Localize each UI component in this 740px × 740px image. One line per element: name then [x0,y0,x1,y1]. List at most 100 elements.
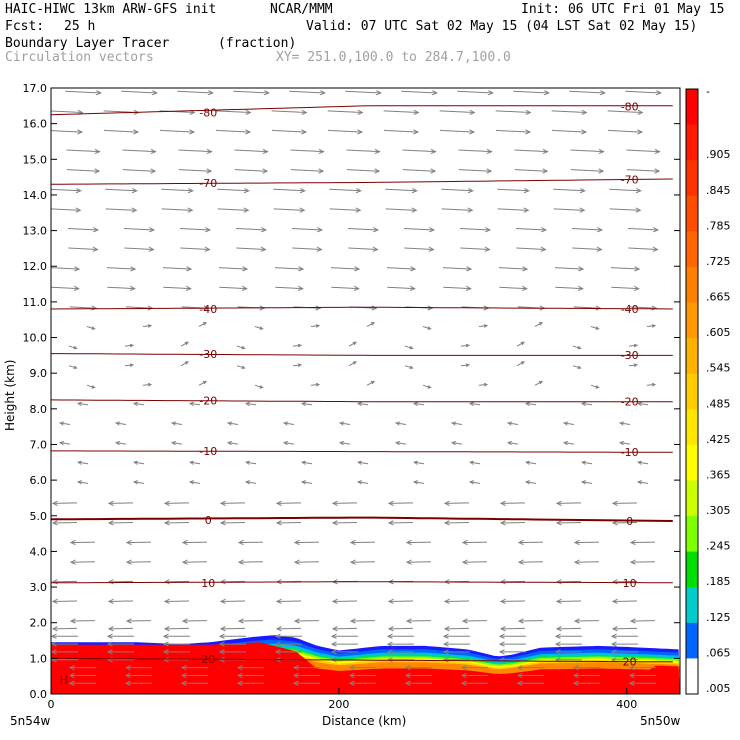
vector-shaft [178,169,212,172]
vector-arrow [181,559,208,565]
vector-arrow [610,633,638,639]
vector-shaft [180,341,189,347]
isotherm-line [51,450,673,453]
vector-shaft [218,267,248,270]
vector-arrow [516,227,548,233]
vector-arrow [609,207,642,213]
vector-arrow [443,598,470,604]
vector-shaft [134,461,145,465]
y-tick-label: 16.0 [23,118,48,131]
vector-arrow [218,633,246,639]
vector-head [51,641,57,647]
vector-head [348,680,355,686]
vector-head [357,109,364,115]
vector-head [610,633,617,639]
vector-head [467,207,474,213]
vector-head [263,90,270,96]
vector-arrow [125,618,152,624]
vector-arrow [331,626,358,632]
vector-arrow [551,129,588,135]
vector-arrow [609,187,642,194]
vector-arrow [290,168,325,174]
vector-head [428,246,435,252]
vector-arrow [68,365,78,370]
vector-head [633,343,639,348]
vector-arrow [517,539,544,546]
vector-head [68,672,75,679]
vector-arrow [439,129,476,135]
vector-arrow [460,664,488,671]
vector-head [469,109,476,115]
vector-head [525,129,532,135]
vector-head [92,246,99,252]
vector-shaft [68,227,98,231]
vector-arrow [555,598,582,604]
vector-head [237,618,244,624]
vector-shaft [478,384,488,386]
vector-arrow [506,440,519,446]
vector-shaft [217,208,249,211]
vector-head [91,326,96,330]
vector-arrow [114,440,127,446]
vector-arrow [244,401,257,407]
vector-arrow [348,680,376,686]
vector-head [292,672,299,679]
vector-arrow [68,680,96,686]
vector-arrow [107,500,134,506]
vector-head [147,382,153,387]
colorbar-swatch [686,338,698,375]
vector-arrow [51,129,84,135]
vector-shaft [443,286,471,290]
vector-arrow [217,207,250,213]
vector-arrow [51,500,78,506]
vector-arrow [570,168,605,174]
vector-head [186,266,193,272]
vector-arrow [572,672,600,679]
vector-head [355,207,362,213]
vector-head [485,227,492,233]
isotherm-label: 20 [623,656,637,669]
vector-head [465,363,471,367]
vector-arrow [386,266,417,272]
vector-shaft [198,322,207,327]
vector-head [652,246,659,252]
vector-arrow [236,680,264,686]
isotherm-label: 0 [626,515,633,528]
x-end-label: 5n50w [640,714,681,728]
vector-arrow [236,246,267,252]
vector-arrow [132,401,145,407]
vector-head [301,109,308,115]
vector-shaft [51,130,82,133]
high-marker: H [60,673,68,686]
vector-head [466,266,473,272]
vector-arrow [443,500,470,506]
vector-head [352,341,358,346]
vector-head [331,520,338,526]
vector-arrow [516,672,544,679]
vector-arrow [330,649,358,655]
vector-arrow [170,440,183,446]
vector-arrow [629,618,656,624]
vector-head [107,579,114,585]
vector-head [124,680,131,686]
vector-shaft [234,149,268,153]
colorbar-swatch [686,622,698,659]
vector-head [319,90,326,96]
vector-head [555,598,562,604]
vector-head [317,227,324,233]
vector-arrow [386,649,414,655]
vector-arrow [300,460,313,465]
vector-arrow [275,626,302,632]
vector-head [107,500,114,506]
vector-head [499,626,506,632]
vector-head [205,227,212,233]
vector-shaft [554,267,584,270]
vector-shaft [366,322,375,327]
vector-shaft [460,227,490,231]
vector-arrow [607,109,644,115]
colorbar-swatch [686,124,698,161]
vector-head [577,345,582,350]
vector-arrow [76,480,89,485]
vector-shaft [609,188,641,192]
isotherm-line [51,353,673,356]
